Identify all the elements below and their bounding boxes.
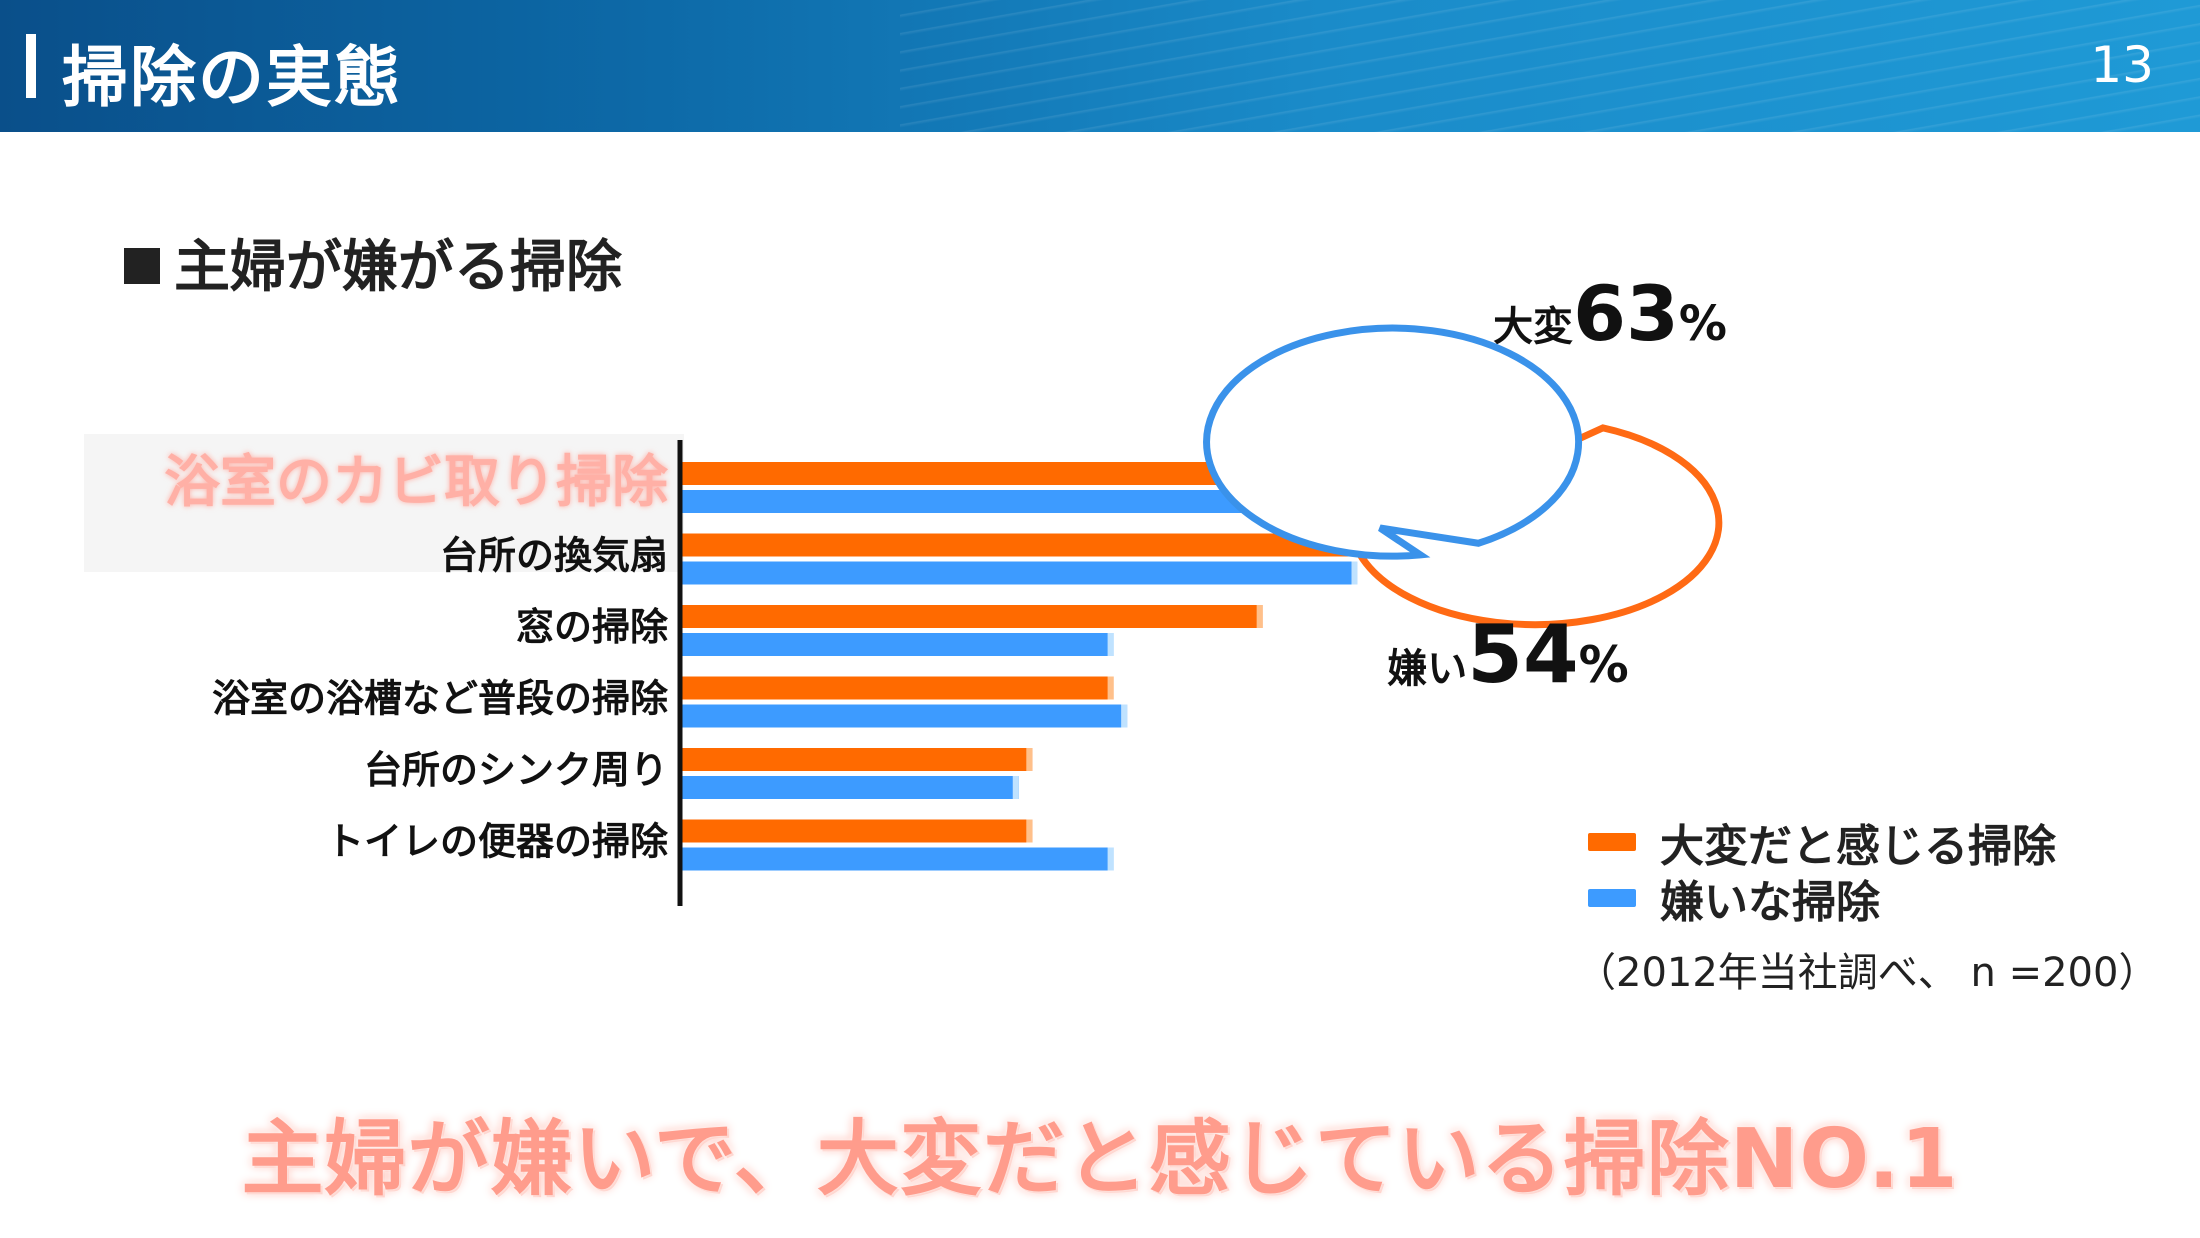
bar-dislike-3 [680, 704, 1128, 728]
category-label-1: 台所の換気扇 [440, 534, 668, 578]
category-label-3: 浴室の浴槽など普段の掃除 [212, 677, 669, 721]
bar-cap-dislike-2 [1107, 633, 1114, 656]
category-label-0: 浴室のカビ取り掃除 [164, 450, 669, 515]
bar-cap-hard-2 [1256, 605, 1263, 628]
bar-cap-dislike-5 [1107, 847, 1114, 871]
bar-dislike-1 [680, 561, 1358, 585]
callout-dislike-bubble [1203, 324, 1583, 560]
bar-cap-dislike-1 [1351, 561, 1358, 585]
bar-dislike-5 [680, 847, 1114, 871]
bar-cap-hard-4 [1026, 748, 1033, 771]
callout-hard-text: 大変63% [1493, 269, 1727, 358]
legend-swatch-dislike [1588, 889, 1636, 907]
callout-dislike-prefix: 嫌い [1387, 646, 1467, 692]
callout-dislike: 嫌い54% [1203, 324, 1629, 701]
legend-label-dislike: 嫌いな掃除 [1660, 877, 1880, 928]
section-title-text: 主婦が嫌がる掃除 [174, 235, 622, 300]
bar-cap-hard-3 [1107, 676, 1114, 700]
callout-dislike-text: 嫌い54% [1387, 608, 1628, 701]
bar-dislike-4 [680, 776, 1019, 799]
legend-item-dislike: 嫌いな掃除 [1588, 870, 2056, 928]
header-accent-bar [26, 34, 36, 98]
callout-hard-prefix: 大変 [1493, 304, 1573, 350]
bar-cap-hard-5 [1026, 819, 1033, 843]
legend-swatch-hard [1588, 833, 1636, 851]
bar-hard-5 [680, 819, 1033, 843]
section-title: 主婦が嫌がる掃除 [124, 222, 622, 303]
bar-cap-dislike-4 [1012, 776, 1019, 799]
legend-item-hard: 大変だと感じる掃除 [1588, 814, 2056, 872]
legend-label-hard: 大変だと感じる掃除 [1660, 821, 2056, 872]
page-title: 掃除の実態 [62, 39, 402, 116]
highlight-band [84, 434, 684, 572]
bar-hard-3 [680, 676, 1114, 700]
header-banner: 掃除の実態 13 [0, 0, 2200, 132]
square-bullet-icon [124, 248, 160, 284]
callout-dislike-number: 54 [1467, 608, 1578, 701]
category-label-2: 窓の掃除 [516, 605, 669, 649]
legend: 大変だと感じる掃除 嫌いな掃除 [1588, 814, 2056, 928]
bar-hard-2 [680, 605, 1263, 628]
callout-hard-unit: % [1679, 296, 1727, 352]
bar-hard-4 [680, 748, 1033, 771]
bar-cap-dislike-3 [1121, 704, 1128, 728]
category-label-4: 台所のシンク周り [364, 748, 668, 792]
callout-hard-number: 63 [1573, 269, 1679, 358]
category-label-5: トイレの便器の掃除 [326, 820, 669, 864]
callout-dislike-unit: % [1579, 636, 1629, 694]
bottom-message: 主婦が嫌いで、大変だと感じている掃除NO.1 [241, 1112, 1959, 1207]
bar-dislike-2 [680, 633, 1114, 656]
page-number: 13 [2090, 36, 2154, 94]
footnote: （2012年当社調べ、 n =200） [1576, 950, 2159, 996]
